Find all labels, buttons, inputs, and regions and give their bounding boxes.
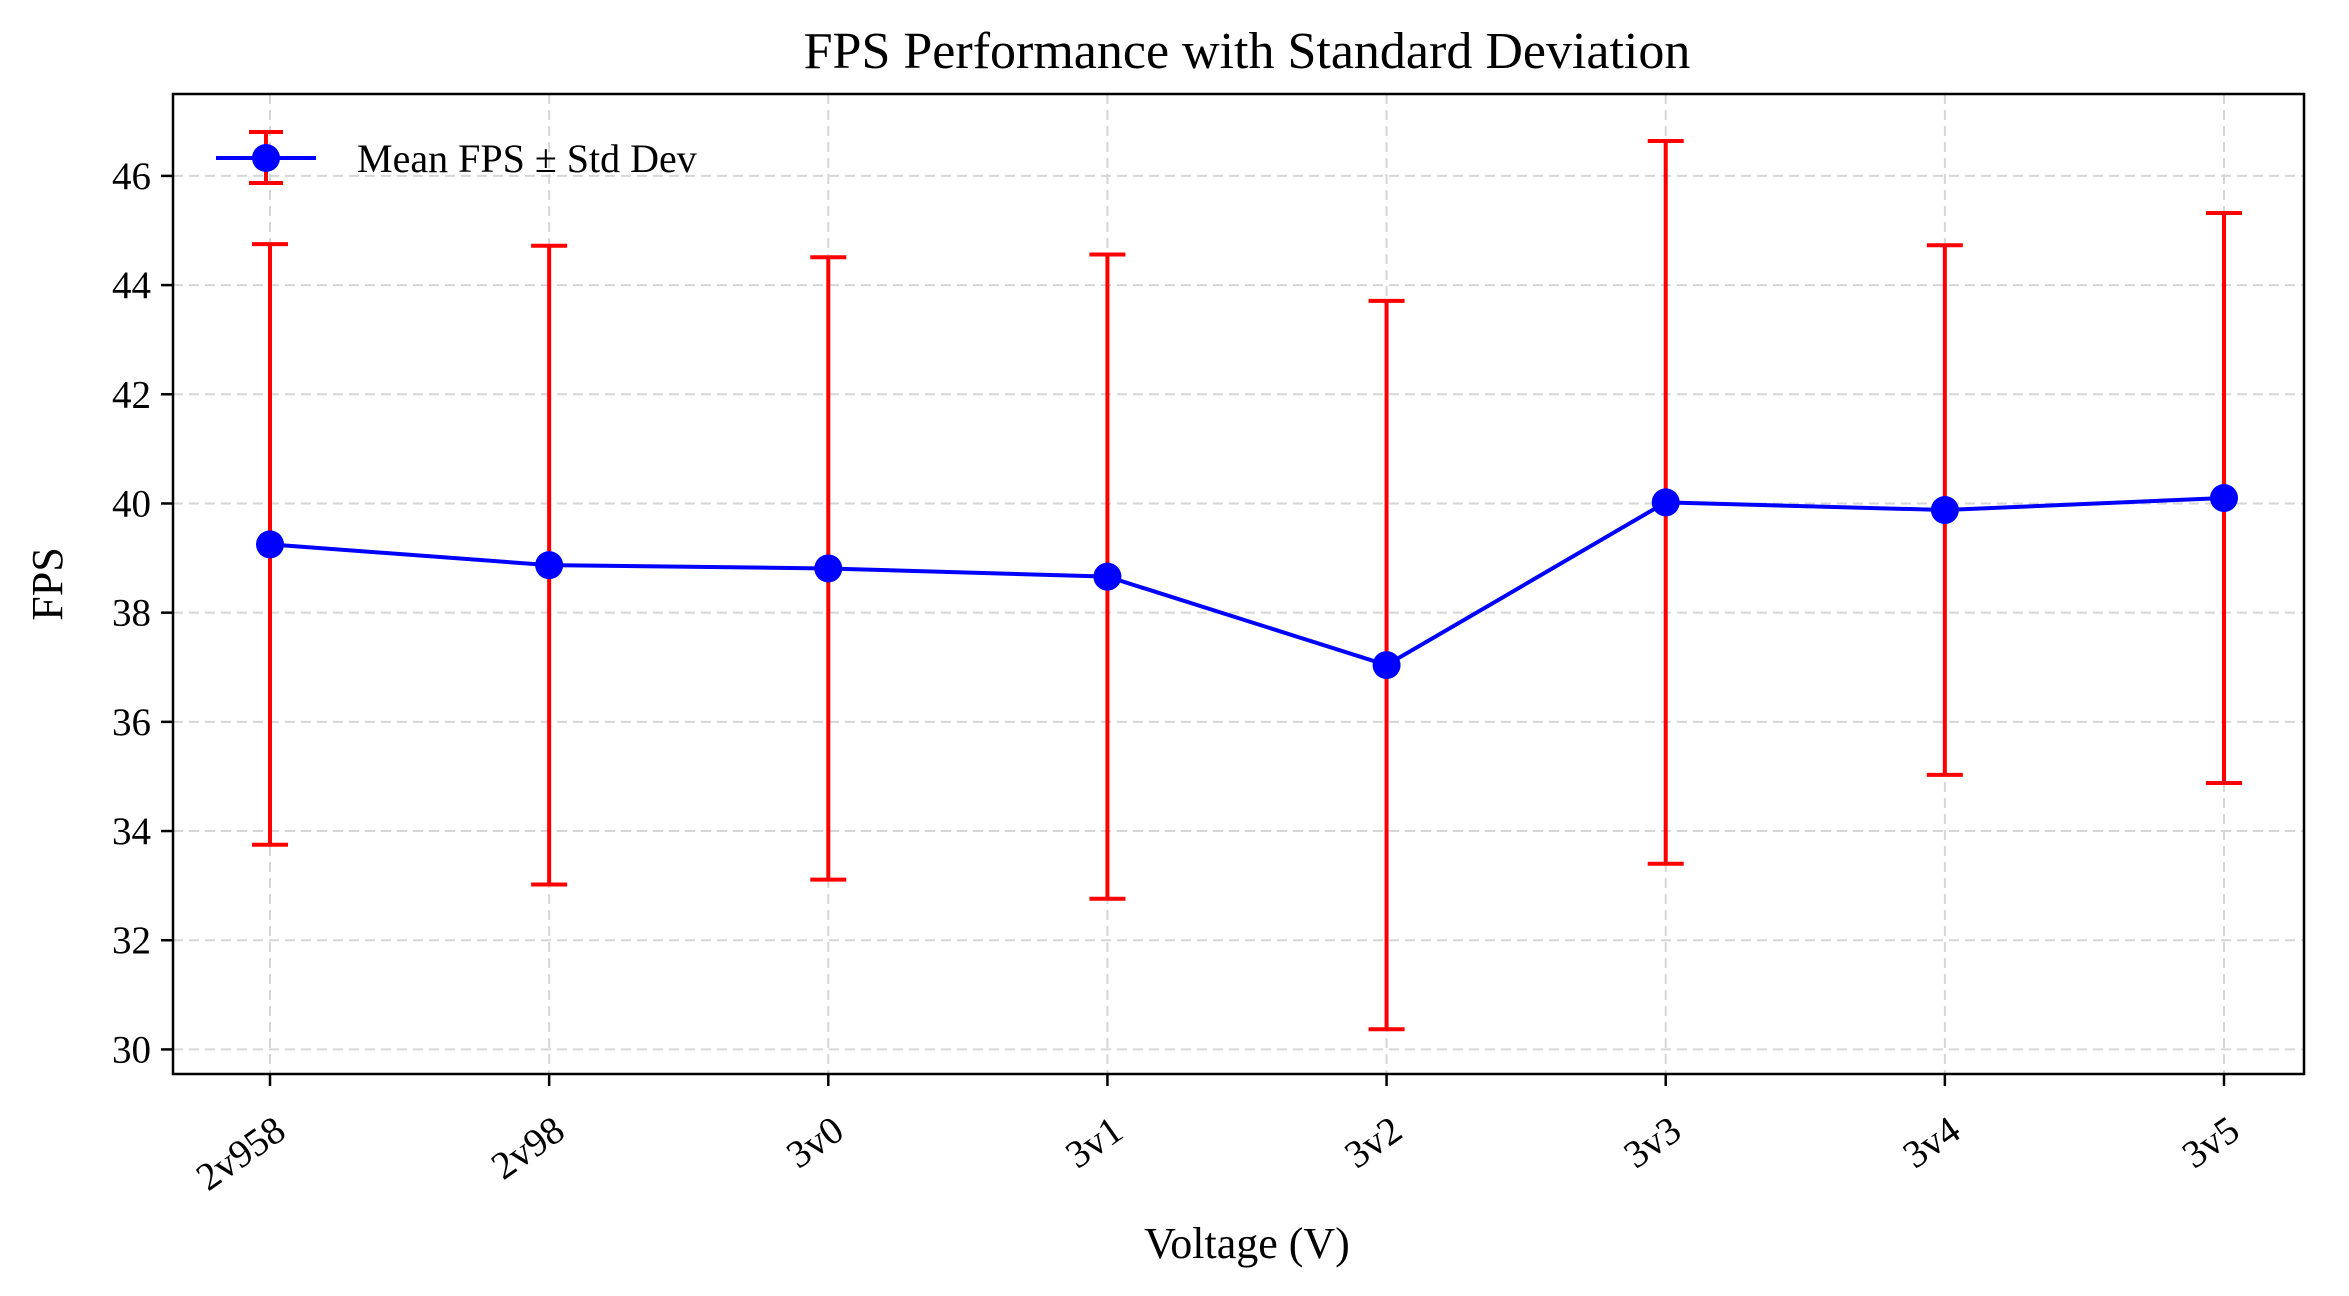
x-tick-label: 2v958	[189, 1108, 294, 1199]
x-axis-ticks: 2v958 2v98 3v0 3v1 3v2 3v3 3v4 3v5	[189, 1074, 2248, 1199]
x-tick-label: 3v2	[1337, 1108, 1410, 1177]
grid-lines	[173, 94, 2304, 1074]
y-tick-label: 42	[112, 373, 151, 416]
y-tick-label: 38	[112, 592, 151, 635]
y-tick-label: 36	[112, 701, 151, 744]
y-tick-label: 32	[112, 919, 151, 962]
data-point-marker	[1651, 488, 1680, 517]
x-tick-label: 3v5	[2175, 1108, 2248, 1177]
y-tick-label: 46	[112, 155, 151, 198]
data-point-marker	[1372, 651, 1401, 680]
y-tick-label: 44	[112, 264, 151, 307]
data-point-marker	[256, 530, 284, 559]
data-point-marker	[814, 554, 843, 583]
y-axis-label: FPS	[23, 547, 72, 620]
plot-area-frame	[171, 92, 2306, 1076]
x-tick-label: 3v1	[1058, 1108, 1131, 1177]
x-tick-label: 3v4	[1895, 1108, 1968, 1177]
error-bars	[252, 138, 2242, 1032]
data-point-marker	[1930, 496, 1959, 525]
legend-label: Mean FPS ± Std Dev	[357, 136, 697, 181]
series-line	[269, 496, 2225, 668]
y-tick-label: 34	[112, 810, 151, 853]
x-tick-label: 3v3	[1616, 1108, 1689, 1177]
y-axis-ticks: 30 32 34 36 38 40 42 44 46	[112, 155, 173, 1071]
legend: Mean FPS ± Std Dev	[216, 130, 697, 185]
legend-series-marker	[252, 144, 280, 172]
data-series	[256, 484, 2238, 680]
y-tick-label: 40	[112, 482, 151, 525]
y-tick-label: 30	[112, 1028, 151, 1071]
data-point-marker	[2210, 484, 2238, 513]
x-axis-label: Voltage (V)	[1144, 1219, 1350, 1268]
x-tick-label: 2v98	[484, 1108, 573, 1188]
data-point-marker	[535, 551, 564, 580]
data-point-marker	[1093, 562, 1122, 591]
x-tick-label: 3v0	[779, 1108, 852, 1177]
chart-title: FPS Performance with Standard Deviation	[804, 23, 1691, 80]
